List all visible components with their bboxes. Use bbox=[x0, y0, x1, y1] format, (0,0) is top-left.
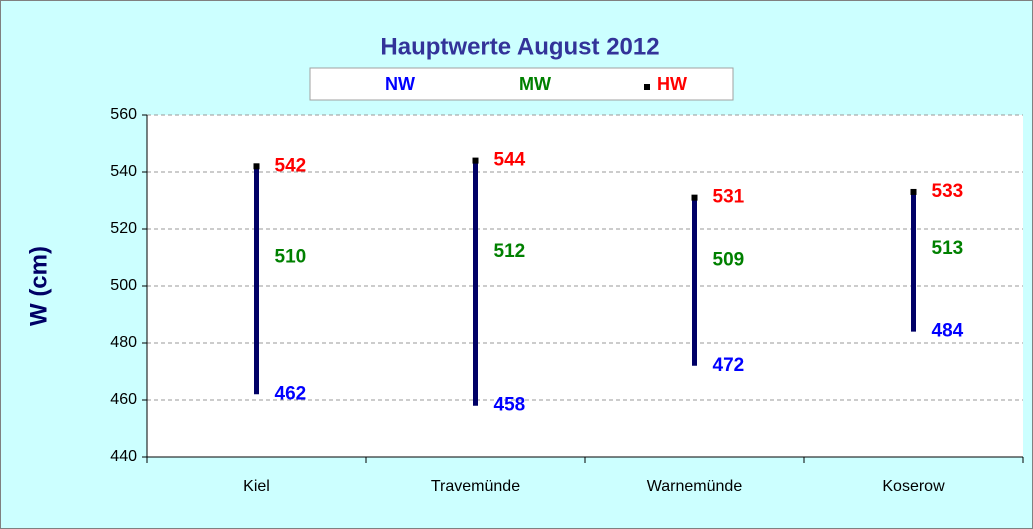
legend-label: NW bbox=[385, 74, 415, 94]
y-tick-label: 480 bbox=[110, 334, 137, 351]
data-label: 533 bbox=[932, 181, 964, 202]
data-label: 510 bbox=[275, 247, 307, 268]
hw-marker bbox=[691, 194, 698, 201]
y-tick-label: 440 bbox=[110, 448, 137, 465]
chart-title: Hauptwerte August 2012 bbox=[380, 33, 659, 60]
data-label: 458 bbox=[494, 395, 526, 416]
hw-marker bbox=[253, 163, 260, 170]
legend-box bbox=[309, 67, 734, 101]
data-label: 513 bbox=[932, 238, 964, 259]
data-label: 462 bbox=[275, 383, 307, 404]
x-tick-label: Warnemünde bbox=[647, 478, 743, 495]
y-tick-label: 540 bbox=[110, 163, 137, 180]
data-label: 544 bbox=[494, 150, 526, 171]
y-tick-label: 560 bbox=[110, 106, 137, 123]
y-axis-label: W (cm) bbox=[25, 246, 52, 326]
data-label: 512 bbox=[494, 241, 526, 262]
y-tick-label: 520 bbox=[110, 220, 137, 237]
data-label: 531 bbox=[713, 187, 745, 208]
x-tick-label: Travemünde bbox=[431, 478, 520, 495]
data-label: 542 bbox=[275, 155, 307, 176]
data-label: 472 bbox=[713, 355, 745, 376]
hw-marker bbox=[472, 157, 479, 164]
y-tick-label: 500 bbox=[110, 277, 137, 294]
legend-label: HW bbox=[657, 74, 687, 94]
y-tick-label: 460 bbox=[110, 391, 137, 408]
x-tick-label: Kiel bbox=[243, 478, 270, 495]
data-label: 509 bbox=[713, 249, 745, 270]
hw-marker bbox=[910, 188, 917, 195]
legend-marker bbox=[644, 84, 650, 90]
x-tick-label: Koserow bbox=[882, 478, 945, 495]
legend-label: MW bbox=[519, 74, 551, 94]
data-label: 484 bbox=[932, 321, 964, 342]
